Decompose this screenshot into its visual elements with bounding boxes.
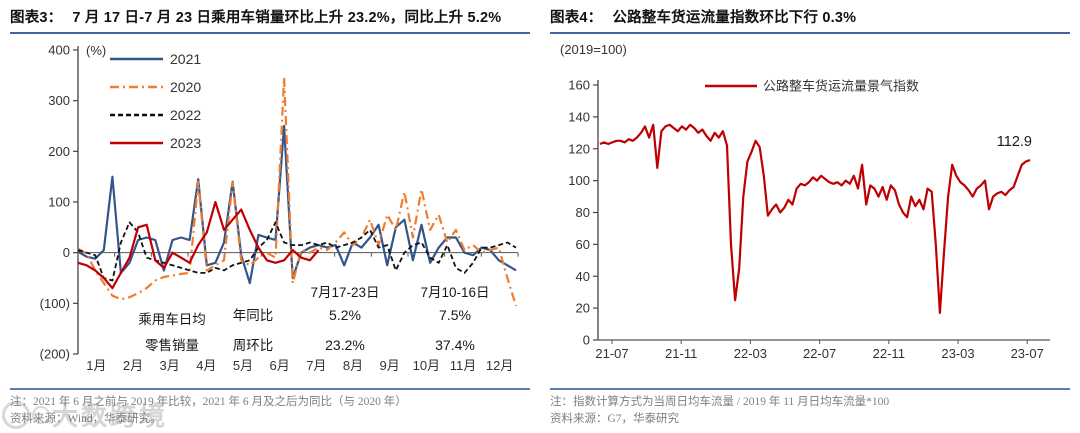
svg-text:4月: 4月: [196, 358, 216, 373]
svg-text:20: 20: [576, 301, 590, 316]
svg-text:乘用车日均: 乘用车日均: [138, 311, 206, 327]
svg-text:10月: 10月: [413, 358, 440, 373]
chart-label-right: 图表4：: [550, 10, 603, 26]
svg-text:零售销量: 零售销量: [145, 338, 199, 353]
sales-growth-line-chart: 400 300 200 100 0 (100) (200) (%) 1月 2月 3月 4月 5月 6月 7月…: [40, 43, 519, 373]
svg-text:2021: 2021: [170, 51, 201, 67]
svg-text:400: 400: [48, 43, 70, 58]
chart-title-left: 图表3： 7 月 17 日-7 月 23 日乘用车销量环比上升 23.2%，同比上…: [10, 6, 530, 34]
freight-index-line-chart: 160 140 120 100 80 60 40 20 0 21-07 21-11 22-03 22-0…: [560, 42, 1050, 361]
svg-text:3月: 3月: [160, 358, 180, 373]
svg-text:年同比: 年同比: [233, 308, 274, 323]
chart-note-left: 注：2021 年 6 月之前与 2019 年比较，2021 年 6 月及之后为同…: [10, 396, 407, 408]
svg-text:(%): (%): [86, 43, 106, 58]
svg-text:5.2%: 5.2%: [329, 307, 361, 323]
divider-left: [10, 388, 530, 390]
svg-text:2022: 2022: [170, 107, 201, 123]
svg-text:9月: 9月: [380, 358, 400, 373]
chart-source-right: 资料来源：G7，华泰研究: [550, 412, 680, 425]
svg-text:0: 0: [583, 333, 590, 348]
chart-title-text-right: 公路整车货运流量指数环比下行 0.3%: [612, 10, 857, 26]
svg-text:23-07: 23-07: [1011, 346, 1044, 361]
svg-text:1月: 1月: [86, 358, 106, 373]
svg-text:周环比: 周环比: [233, 338, 274, 353]
svg-text:(200): (200): [40, 347, 70, 362]
svg-text:6月: 6月: [270, 358, 290, 373]
svg-text:160: 160: [568, 78, 590, 93]
chart-panel-freight: 图表4： 公路整车货运流量指数环比下行 0.3% 160 140 120 100 80 60…: [540, 0, 1080, 433]
svg-text:100: 100: [48, 195, 70, 210]
svg-text:22-07: 22-07: [803, 346, 836, 361]
divider-right: [550, 388, 1070, 390]
svg-text:300: 300: [48, 93, 70, 108]
svg-text:200: 200: [48, 144, 70, 159]
chart-panel-sales: 图表3： 7 月 17 日-7 月 23 日乘用车销量环比上升 23.2%，同比上…: [10, 6, 530, 427]
svg-text:0: 0: [63, 245, 70, 260]
svg-text:2023: 2023: [170, 135, 201, 151]
svg-text:8月: 8月: [343, 358, 363, 373]
svg-text:40: 40: [576, 269, 590, 284]
svg-text:37.4%: 37.4%: [435, 337, 475, 353]
svg-text:112.9: 112.9: [997, 134, 1032, 150]
svg-text:22-11: 22-11: [873, 346, 905, 361]
svg-text:120: 120: [568, 141, 590, 156]
svg-text:公路整车货运流量景气指数: 公路整车货运流量景气指数: [763, 79, 919, 94]
svg-text:5月: 5月: [233, 358, 253, 373]
svg-text:7月10-16日: 7月10-16日: [420, 285, 489, 300]
notes-right: 注：指数计算方式为当周日均车流量 / 2019 年 11 月日均车流量*100 …: [550, 394, 1070, 427]
chart-note-right: 注：指数计算方式为当周日均车流量 / 2019 年 11 月日均车流量*100: [550, 396, 890, 408]
svg-text:11月: 11月: [450, 358, 477, 373]
svg-text:23-03: 23-03: [941, 346, 974, 361]
chart-title-text-left: 7 月 17 日-7 月 23 日乘用车销量环比上升 23.2%，同比上升 5.…: [72, 10, 502, 26]
chart-source-left: 资料来源：Wind，华泰研究。: [10, 412, 162, 425]
svg-text:22-03: 22-03: [734, 346, 767, 361]
svg-text:23.2%: 23.2%: [325, 337, 365, 353]
svg-text:2020: 2020: [170, 79, 201, 95]
notes-left: 注：2021 年 6 月之前与 2019 年比较，2021 年 6 月及之后为同…: [10, 394, 530, 427]
chart-title-right: 图表4： 公路整车货运流量指数环比下行 0.3%: [550, 6, 1070, 34]
svg-text:21-07: 21-07: [595, 346, 628, 361]
chart-label-left: 图表3：: [10, 10, 63, 26]
svg-text:(2019=100): (2019=100): [560, 42, 627, 57]
svg-text:(100): (100): [40, 296, 70, 311]
svg-text:140: 140: [568, 109, 590, 124]
svg-text:21-11: 21-11: [665, 346, 697, 361]
svg-text:80: 80: [576, 205, 590, 220]
svg-text:12月: 12月: [486, 358, 513, 373]
svg-text:100: 100: [568, 173, 590, 188]
svg-text:7月17-23日: 7月17-23日: [310, 285, 379, 300]
svg-text:7月: 7月: [306, 358, 326, 373]
svg-text:7.5%: 7.5%: [439, 307, 471, 323]
svg-text:60: 60: [576, 237, 590, 252]
svg-text:2月: 2月: [123, 358, 143, 373]
